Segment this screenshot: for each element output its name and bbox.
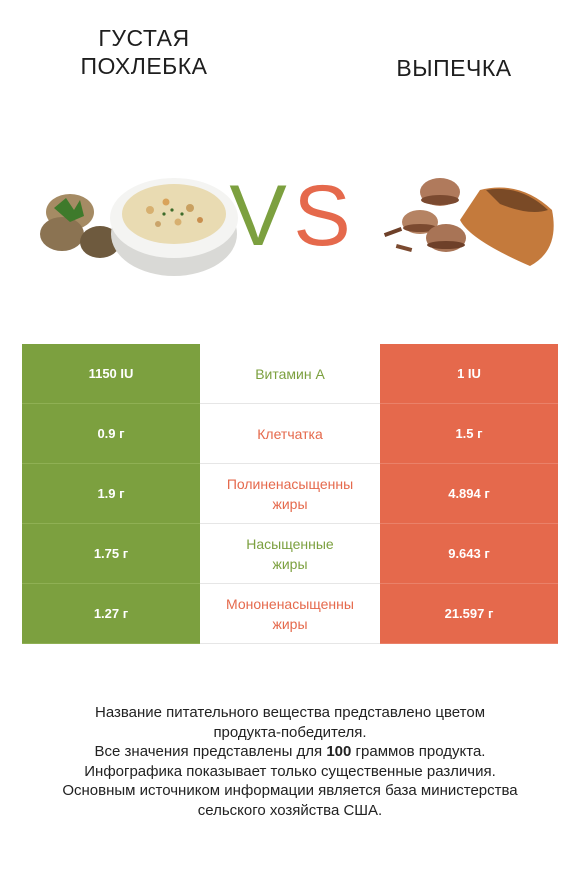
- comparison-table: 1150 IU Витамин А 1 IU 0.9 г Клетчатка 1…: [22, 344, 558, 644]
- footer-line: продукта-победителя.: [213, 723, 367, 741]
- footer-notes: Название питательного вещества представл…: [0, 703, 580, 820]
- footer-line: сельского хозяйства США.: [197, 801, 383, 819]
- nutrient-label: Мононенасыщенны: [226, 595, 354, 612]
- table-row: 1150 IU Витамин А 1 IU: [22, 344, 558, 404]
- nutrient-name: Витамин А: [200, 344, 380, 404]
- table-row: 1.27 г Мононенасыщенны жиры 21.597 г: [22, 584, 558, 644]
- soup-image: [40, 178, 238, 276]
- nutrient-label: Полиненасыщенны: [226, 475, 354, 492]
- nutrient-label: жиры: [272, 495, 308, 512]
- footer-line: Название питательного вещества представл…: [94, 704, 486, 721]
- left-title-line-1: ГУСТАЯ: [98, 25, 190, 51]
- footer-line: Инфографика показывает только существенн…: [84, 762, 496, 780]
- hero-illustration: V S: [40, 168, 554, 276]
- nutrient-label: жиры: [272, 615, 308, 632]
- vs-s-letter: S: [293, 168, 350, 264]
- left-value: 0.9 г: [22, 404, 200, 464]
- footer-text: граммов продукта.: [351, 743, 486, 760]
- footer-line: Основным источником информации является …: [62, 782, 518, 799]
- table-row: 1.75 г Насыщенные жиры 9.643 г: [22, 524, 558, 584]
- right-product-title: ВЫПЕЧКА: [396, 55, 512, 81]
- pastry-image: [383, 178, 554, 266]
- table-row: 0.9 г Клетчатка 1.5 г: [22, 404, 558, 464]
- footer-line: Все значения представлены для 100 граммо…: [0, 742, 580, 762]
- left-value: 1150 IU: [22, 344, 200, 404]
- nutrient-name: Мононенасыщенны жиры: [200, 584, 380, 644]
- left-value: 1.75 г: [22, 524, 200, 584]
- right-value: 9.643 г: [380, 524, 558, 584]
- left-value: 1.27 г: [22, 584, 200, 644]
- nutrient-name: Полиненасыщенны жиры: [200, 464, 380, 524]
- footer-text: Все значения представлены для: [94, 743, 327, 760]
- nutrient-label: Витамин А: [255, 365, 325, 382]
- nutrient-label: Клетчатка: [257, 425, 323, 442]
- left-product-title: ГУСТАЯ ПОХЛЕБКА: [54, 24, 234, 80]
- left-title-line-2: ПОХЛЕБКА: [80, 53, 208, 79]
- table-row: 1.9 г Полиненасыщенны жиры 4.894 г: [22, 464, 558, 524]
- nutrient-label: Насыщенные: [246, 535, 334, 552]
- right-value: 21.597 г: [380, 584, 558, 644]
- right-value: 1 IU: [380, 344, 558, 404]
- footer-bold-amount: 100: [326, 743, 352, 760]
- right-value: 4.894 г: [380, 464, 558, 524]
- right-value: 1.5 г: [380, 404, 558, 464]
- nutrient-name: Клетчатка: [200, 404, 380, 464]
- vs-v-letter: V: [229, 168, 286, 264]
- nutrient-name: Насыщенные жиры: [200, 524, 380, 584]
- nutrient-label: жиры: [272, 555, 308, 572]
- left-value: 1.9 г: [22, 464, 200, 524]
